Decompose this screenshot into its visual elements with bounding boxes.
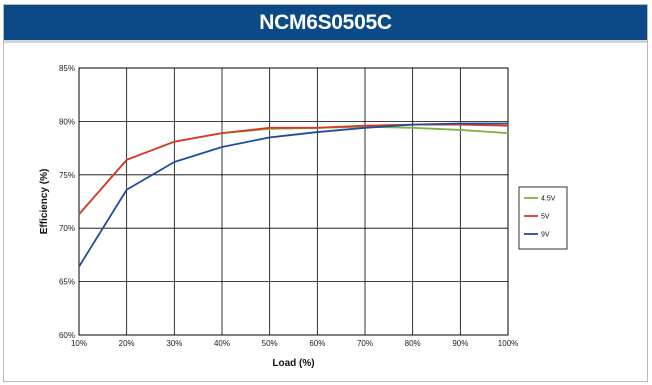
x-tick-label: 20% xyxy=(119,339,135,348)
y-tick-label: 65% xyxy=(59,278,75,287)
legend-label: 5V xyxy=(541,214,550,221)
x-tick-label: 100% xyxy=(498,339,518,348)
legend-label: 4.5V xyxy=(541,196,556,203)
y-tick-label: 80% xyxy=(59,117,75,126)
axis-ticks: 10% 20% 30% 40% 50% 60% 70% 80% 90% 100% 60% 65% 70%… xyxy=(59,64,518,348)
x-tick-label: 70% xyxy=(357,339,373,348)
y-tick-label: 70% xyxy=(59,224,75,233)
series-line-4-5v xyxy=(78,125,509,215)
x-tick-label: 30% xyxy=(166,339,182,348)
y-tick-label: 85% xyxy=(59,64,75,73)
x-tick-label: 90% xyxy=(452,339,468,348)
title-bar: NCM6S0505C xyxy=(4,5,647,43)
series-lines xyxy=(78,122,509,268)
x-tick-label: 40% xyxy=(214,339,230,348)
x-tick-label: 10% xyxy=(71,339,87,348)
plot-grid xyxy=(78,67,509,336)
x-tick-label: 80% xyxy=(405,339,421,348)
x-axis-title: Load (%) xyxy=(272,358,314,369)
y-axis-title: Efficiency (%) xyxy=(39,169,50,235)
legend-label: 9V xyxy=(541,232,550,239)
y-tick-label: 75% xyxy=(59,171,75,180)
chart-title: NCM6S0505C xyxy=(259,10,392,34)
legend: 4.5V 5V 9V xyxy=(518,186,568,250)
plot-border xyxy=(78,67,509,336)
x-tick-label: 60% xyxy=(309,339,325,348)
series-line-5v xyxy=(78,123,509,215)
y-tick-label: 60% xyxy=(59,331,75,340)
series-line-9v xyxy=(78,122,508,268)
x-tick-label: 50% xyxy=(262,339,278,348)
